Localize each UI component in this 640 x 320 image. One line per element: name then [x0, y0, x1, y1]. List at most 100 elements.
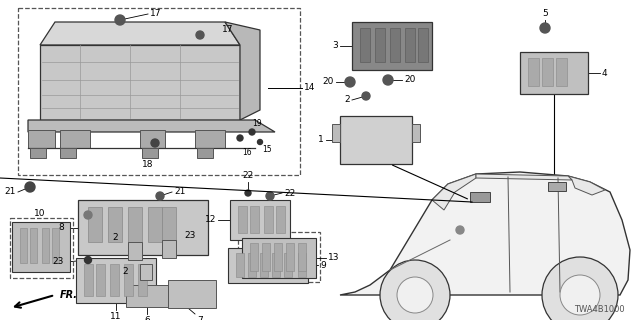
Bar: [236, 253, 244, 277]
Bar: [52, 228, 59, 263]
Polygon shape: [476, 174, 572, 180]
Text: 7: 7: [197, 316, 203, 320]
Bar: [260, 253, 268, 277]
Text: FR.: FR.: [60, 290, 78, 300]
Text: 2: 2: [113, 234, 118, 243]
Circle shape: [456, 226, 464, 234]
Polygon shape: [340, 172, 630, 295]
Bar: [30, 228, 37, 263]
Bar: [228, 248, 308, 283]
Bar: [238, 206, 247, 233]
Text: 18: 18: [142, 160, 154, 169]
Text: 2: 2: [344, 95, 350, 105]
Circle shape: [257, 140, 262, 145]
Circle shape: [84, 211, 92, 219]
Polygon shape: [432, 174, 476, 210]
Bar: [375, 28, 385, 62]
Text: 10: 10: [35, 209, 45, 218]
Text: 23: 23: [184, 231, 195, 241]
Circle shape: [237, 135, 243, 141]
Bar: [332, 124, 340, 142]
Bar: [128, 242, 142, 260]
Bar: [162, 207, 176, 242]
Bar: [78, 200, 208, 255]
Bar: [110, 264, 119, 296]
Circle shape: [266, 192, 274, 200]
Bar: [548, 182, 566, 191]
Bar: [88, 207, 102, 242]
Text: 9: 9: [320, 260, 326, 269]
Bar: [340, 116, 412, 164]
Polygon shape: [28, 120, 275, 132]
Bar: [528, 58, 539, 86]
Circle shape: [25, 182, 35, 192]
Bar: [148, 207, 162, 242]
Circle shape: [156, 192, 164, 200]
Circle shape: [397, 277, 433, 313]
Bar: [272, 253, 280, 277]
Bar: [360, 28, 370, 62]
Bar: [20, 228, 27, 263]
Text: 16: 16: [242, 148, 252, 157]
Text: TWA4B1000: TWA4B1000: [574, 305, 625, 314]
Text: 13: 13: [328, 253, 339, 262]
Text: 17: 17: [150, 10, 161, 19]
Text: 17: 17: [222, 26, 234, 35]
Bar: [140, 130, 165, 148]
Bar: [12, 222, 70, 272]
Circle shape: [560, 275, 600, 315]
Bar: [298, 243, 306, 271]
Bar: [298, 253, 306, 277]
Text: 22: 22: [243, 171, 253, 180]
Bar: [352, 22, 432, 70]
Bar: [84, 264, 93, 296]
Bar: [264, 206, 273, 233]
Bar: [248, 253, 256, 277]
Bar: [412, 124, 420, 142]
Text: 20: 20: [404, 76, 415, 84]
Bar: [30, 148, 46, 158]
Polygon shape: [40, 22, 240, 45]
Text: 14: 14: [304, 84, 316, 92]
Text: 21: 21: [174, 188, 186, 196]
Text: 1: 1: [318, 135, 324, 145]
Bar: [390, 28, 400, 62]
Text: 8: 8: [58, 223, 64, 233]
Circle shape: [380, 260, 450, 320]
Text: 3: 3: [332, 42, 338, 51]
Bar: [405, 28, 415, 62]
Bar: [242, 238, 316, 278]
Text: 23: 23: [52, 258, 64, 267]
Bar: [128, 207, 142, 242]
Bar: [195, 130, 225, 148]
Bar: [124, 264, 133, 296]
Bar: [197, 148, 213, 158]
Circle shape: [84, 257, 92, 263]
Text: 12: 12: [205, 215, 216, 225]
Bar: [60, 148, 76, 158]
Bar: [108, 207, 122, 242]
Bar: [520, 52, 588, 94]
Bar: [168, 280, 216, 308]
Bar: [126, 285, 168, 307]
Circle shape: [362, 92, 370, 100]
Text: 4: 4: [602, 68, 607, 77]
Bar: [284, 253, 292, 277]
Polygon shape: [225, 22, 260, 120]
Circle shape: [245, 190, 251, 196]
Bar: [76, 258, 156, 303]
Bar: [274, 243, 282, 271]
Text: 22: 22: [284, 188, 295, 197]
Text: 6: 6: [144, 316, 150, 320]
Bar: [28, 130, 55, 148]
Bar: [250, 206, 259, 233]
Bar: [262, 243, 270, 271]
Bar: [42, 228, 49, 263]
Text: 2: 2: [122, 268, 128, 276]
Circle shape: [151, 139, 159, 147]
Text: 21: 21: [4, 188, 16, 196]
Bar: [142, 148, 158, 158]
Polygon shape: [568, 176, 605, 195]
Bar: [60, 130, 90, 148]
Bar: [286, 243, 294, 271]
